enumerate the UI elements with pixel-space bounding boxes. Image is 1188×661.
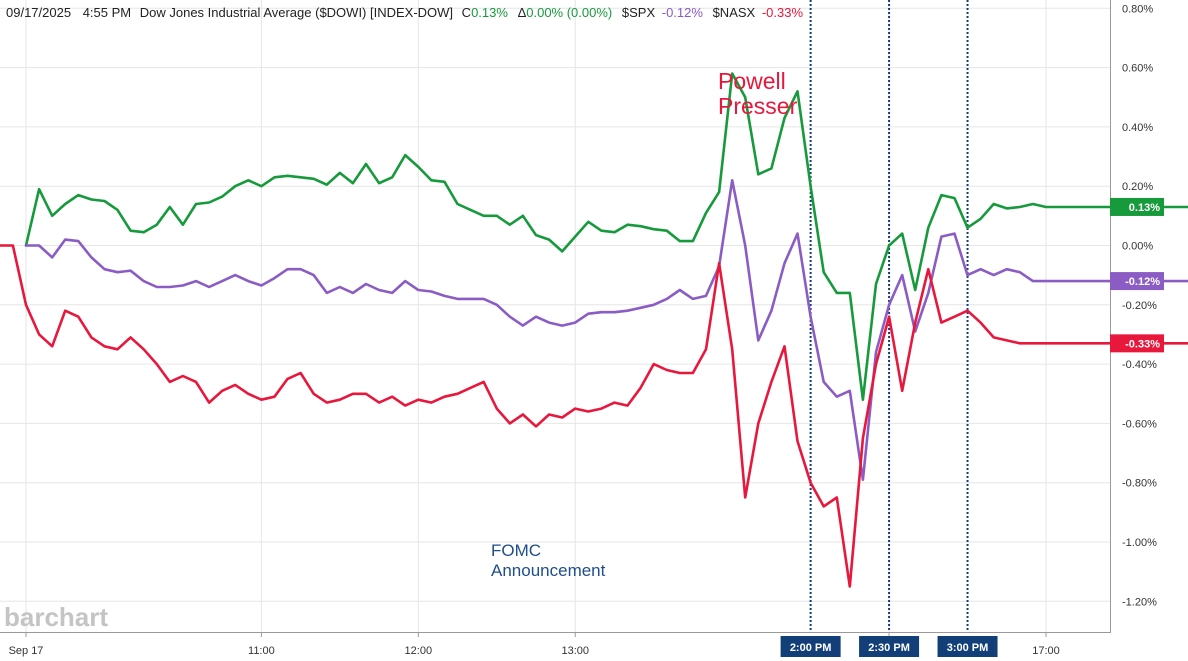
series-line-dowi (24, 72, 1188, 402)
header-spx-label: $SPX (622, 5, 656, 20)
header-spx-value: -0.12% (662, 5, 704, 20)
last-value-box (1110, 272, 1164, 291)
y-tick-label: -1.00% (1122, 537, 1157, 549)
last-value-box (1110, 334, 1164, 353)
y-tick-label: -0.20% (1122, 300, 1157, 312)
y-tick-label: 0.60% (1122, 63, 1153, 75)
y-tick-label: -0.40% (1122, 359, 1157, 371)
grid (0, 0, 1110, 632)
x-tick-label: 12:00 (405, 645, 433, 657)
y-tick-label: 0.80% (1122, 3, 1153, 15)
annotation-fomc-line1: FOMC (491, 541, 541, 560)
x-tick-label: 13:00 (561, 645, 589, 657)
header-nasx-label: $NASX (713, 5, 756, 20)
header-date: 09/17/2025 (6, 5, 71, 20)
header-c-label: C (462, 5, 471, 20)
series-line-spx (24, 179, 1188, 482)
y-axis: 0.80% 0.60% 0.40% 0.20% 0.00% -0.20% -0.40% -0.… (1110, 0, 1157, 633)
last-value-labels: 0.13% -0.12% -0.33% (1110, 197, 1164, 353)
event-time-label: 3:00 PM (947, 642, 989, 654)
event-time-label: 2:00 PM (790, 642, 832, 654)
y-tick-label: -0.80% (1122, 478, 1157, 490)
last-value-label: 0.13% (1129, 202, 1160, 214)
last-value-box (1110, 197, 1164, 216)
y-tick-label: 0.00% (1122, 241, 1153, 253)
last-value-label: -0.12% (1125, 276, 1160, 288)
header-symbol: Dow Jones Industrial Average ($DOWI) [IN… (140, 5, 453, 20)
event-time-box (937, 636, 998, 657)
series-layer (0, 72, 1188, 588)
annotation-fomc: FOMC Announcement (491, 541, 606, 580)
header-nasx-value: -0.33% (762, 5, 804, 20)
chart-header: 09/17/2025 4:55 PM Dow Jones Industrial … (6, 5, 803, 20)
y-tick-label: -0.60% (1122, 418, 1157, 430)
last-value-label: -0.33% (1125, 338, 1160, 350)
x-tick-label: Sep 17 (9, 645, 44, 657)
x-tick-label: 11:00 (248, 645, 275, 657)
y-tick-label: 0.40% (1122, 122, 1153, 134)
y-tick-label: 0.20% (1122, 181, 1153, 193)
header-delta-value: 0.00% (0.00%) (526, 5, 612, 20)
event-time-box (780, 636, 841, 657)
x-tick-label: 17:00 (1032, 645, 1060, 657)
annotation-powell: Powell Presser (718, 68, 798, 119)
series-line-nasx (0, 244, 1188, 588)
event-time-label: 2:30 PM (868, 642, 910, 654)
logo: barchart (4, 602, 108, 632)
header-delta-label: Δ (518, 5, 527, 20)
annotation-powell-line1: Powell (718, 68, 786, 94)
header-time: 4:55 PM (83, 5, 131, 20)
y-tick-label: -1.20% (1122, 596, 1157, 608)
event-time-box (859, 636, 920, 657)
annotation-powell-line2: Presser (718, 93, 798, 119)
header-c-value: 0.13% (471, 5, 508, 20)
annotation-fomc-line2: Announcement (491, 561, 606, 580)
